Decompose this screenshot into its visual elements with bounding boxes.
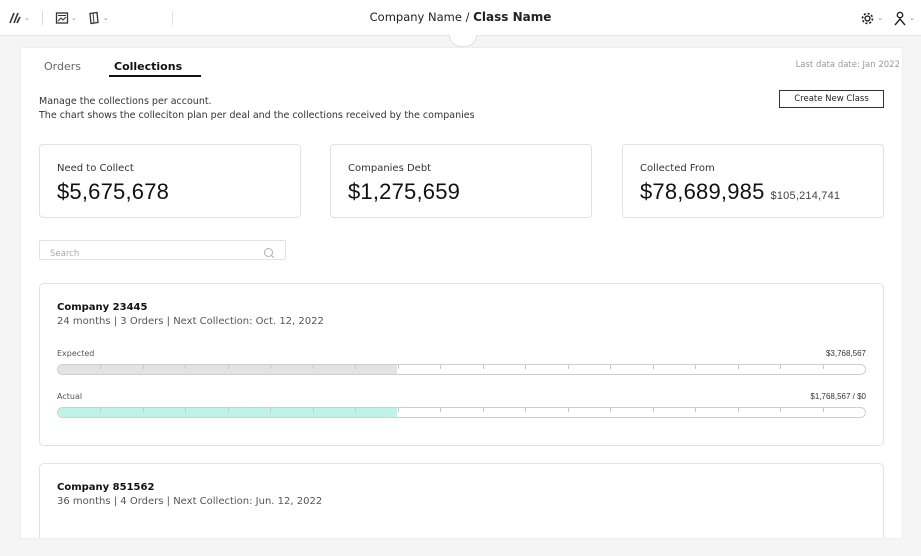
book-icon[interactable]: ⌄ [87,9,109,27]
description-line-2: The chart shows the colleciton plan per … [39,110,475,121]
main-panel: Orders Collections Last data date: Jan 2… [21,48,902,538]
stat-card-collected-from: Collected From $78,689,985 $105,214,741 [622,144,884,218]
bar-tick [525,408,527,412]
search-box [39,240,286,263]
tab-collections[interactable]: Collections [114,60,183,73]
divider [172,11,173,25]
top-bar: ⌄ ⌄ ⌄ Company Name / Class Name ⌄ ⌄ [0,0,921,36]
bar-tick [737,365,739,369]
title-separator: / [461,10,474,24]
stat-label: Collected From [640,163,715,174]
page-description: Manage the collections per account. The … [39,95,475,123]
search-input[interactable] [40,245,250,263]
bar-tick [822,365,824,369]
bar-tick [227,408,229,412]
user-icon[interactable]: ⌄ [893,9,915,27]
company-card[interactable]: Company 851562 36 months | 4 Orders | Ne… [39,463,884,538]
last-data-date: Last data date: Jan 2022 [795,60,900,70]
chevron-down-icon: ⌄ [909,14,915,22]
stat-value: $5,675,678 [57,179,170,204]
bar-tick [695,408,697,412]
stat-label: Need to Collect [57,163,134,174]
bar-tick [567,408,569,412]
bar-tick [482,408,484,412]
company-name: Company 23445 [57,302,148,313]
bar-tick [312,408,314,412]
stat-label: Companies Debt [348,163,432,174]
bar-tick [185,365,187,369]
chevron-down-icon: ⌄ [24,14,30,22]
top-bar-left: ⌄ ⌄ ⌄ [8,9,119,27]
bar-tick [567,365,569,369]
bar-tick [440,365,442,369]
bar-tick [227,365,229,369]
tab-bar: Orders Collections Last data date: Jan 2… [21,48,902,77]
chevron-down-icon: ⌄ [70,14,77,22]
bar-tick [652,408,654,412]
bar-tick [695,365,697,369]
bar-tick [100,365,102,369]
bar-tick [312,365,314,369]
company-name-title: Company Name [369,10,462,24]
bar-tick [440,408,442,412]
bar-tick [610,365,612,369]
bar-tick [822,408,824,412]
company-card[interactable]: Company 23445 24 months | 3 Orders | Nex… [39,283,884,446]
actual-progress-bar [57,407,866,418]
bar-tick [100,408,102,412]
create-new-class-button[interactable]: Create New Class [779,90,884,108]
top-bar-right: ⌄ ⌄ [860,9,915,27]
divider [41,11,43,25]
tab-orders[interactable]: Orders [44,60,81,73]
expected-progress-bar [57,364,866,375]
bar-tick [780,365,782,369]
bar-tick [355,408,357,412]
bar-tick [270,365,272,369]
collapse-handle[interactable] [449,35,477,47]
expected-label: Expected [57,349,95,358]
stat-value: $1,275,659 [348,179,461,204]
chevron-down-icon: ⌄ [102,14,109,22]
bar-tick [142,365,144,369]
actual-progress-fill [58,408,397,417]
bar-tick [652,365,654,369]
image-gallery-icon[interactable]: ⌄ [55,9,77,27]
bar-tick [780,408,782,412]
description-line-1: Manage the collections per account. [39,96,212,107]
bar-tick [397,365,399,369]
stat-card-companies-debt: Companies Debt $1,275,659 [330,144,592,218]
gear-icon[interactable]: ⌄ [860,9,883,27]
stat-value-row: $78,689,985 $105,214,741 [640,179,840,205]
stat-value: $78,689,985 [640,179,765,204]
bar-tick [737,408,739,412]
company-meta: 24 months | 3 Orders | Next Collection: … [57,316,324,327]
actual-amount: $1,768,567 / $0 [810,392,866,401]
active-tab-indicator [109,75,201,77]
search-icon[interactable] [263,244,275,263]
bar-tick [185,408,187,412]
brand-logo-icon[interactable]: ⌄ [8,9,30,27]
bar-tick [270,408,272,412]
expected-progress-fill [58,365,397,374]
bar-tick [610,408,612,412]
company-meta: 36 months | 4 Orders | Next Collection: … [57,496,323,507]
bar-tick [397,408,399,412]
chevron-down-icon: ⌄ [877,14,884,22]
bar-tick [142,408,144,412]
page-title: Company Name / Class Name [0,10,921,24]
company-name: Company 851562 [57,482,155,493]
stat-card-need-to-collect: Need to Collect $5,675,678 [39,144,301,218]
class-name-title: Class Name [473,10,552,24]
stat-sub-value: $105,214,741 [770,190,841,202]
bar-tick [525,365,527,369]
bar-tick [482,365,484,369]
expected-amount: $3,768,567 [825,349,866,358]
bar-tick [355,365,357,369]
actual-label: Actual [57,392,83,401]
